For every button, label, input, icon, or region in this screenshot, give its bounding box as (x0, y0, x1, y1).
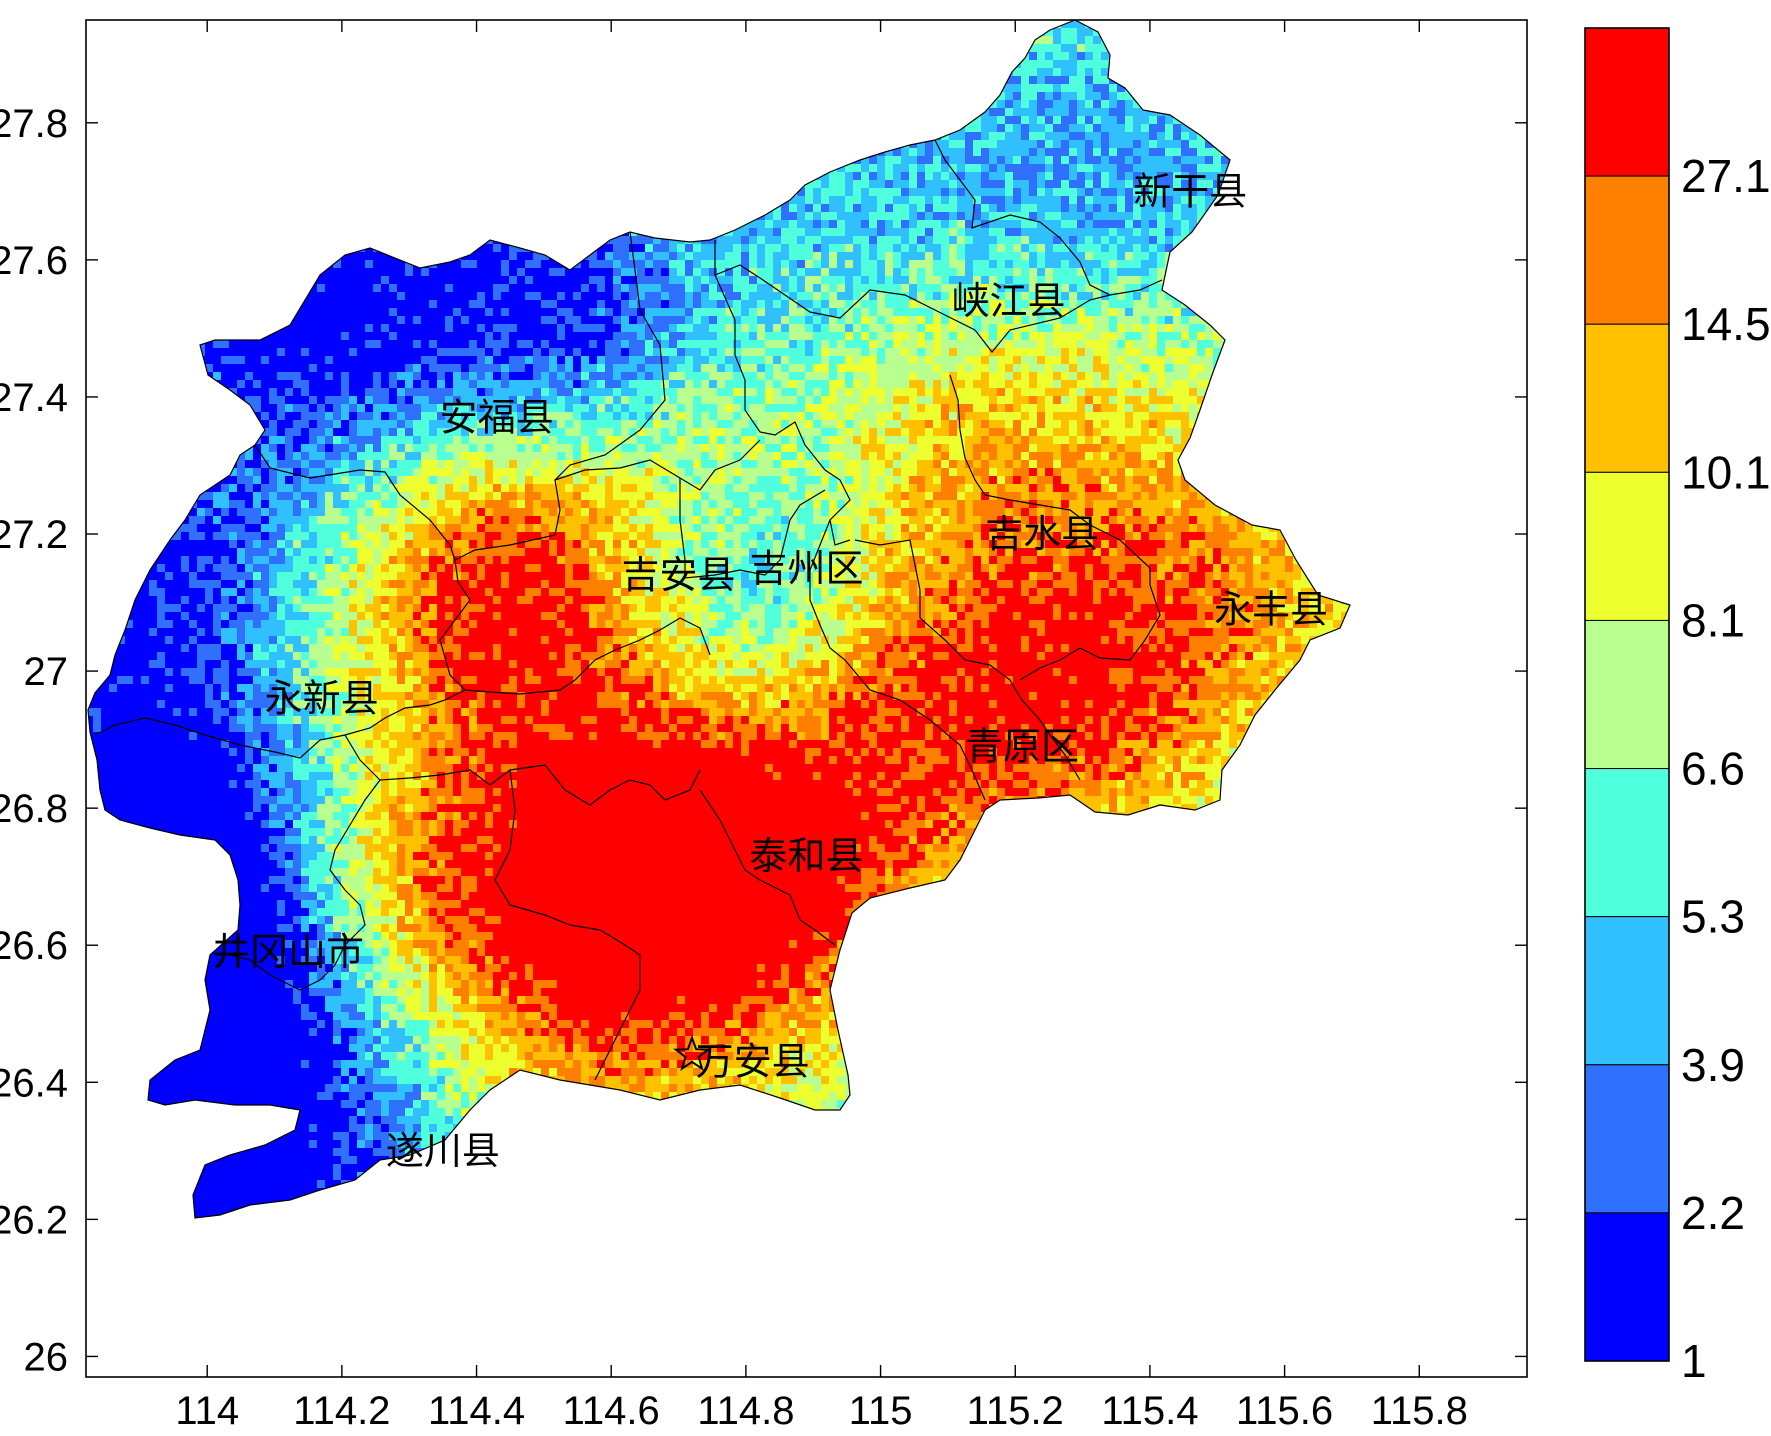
colorbar-segment (1584, 323, 1670, 473)
county-boundary-line (679, 478, 826, 579)
x-tick-label: 115.8 (1371, 1389, 1468, 1433)
county-boundary-line (714, 274, 851, 546)
colorbar-label: 14.5 (1681, 298, 1771, 350)
county-boundary-line (809, 519, 986, 801)
y-tick-label: 26 (24, 1335, 69, 1379)
colorbar-segment (1584, 27, 1670, 177)
star-shape (673, 1034, 711, 1071)
colorbar-label: 3.9 (1681, 1039, 1745, 1091)
y-tick-label: 27.2 (0, 513, 68, 557)
county-boundary-line (699, 789, 836, 946)
y-tick-label: 26.8 (0, 787, 68, 831)
county-boundary-line (854, 539, 1081, 781)
colorbar-segment (1584, 1212, 1670, 1362)
colorbar: 27.1 14.5 10.1 8.1 6.6 5.3 3.9 2.2 1 (1584, 27, 1771, 1387)
county-label: 井冈山市 (212, 930, 364, 974)
x-tick-label: 114.8 (697, 1389, 794, 1433)
county-boundary-line (254, 444, 711, 695)
colorbar-segment (1584, 471, 1670, 621)
star-marker-icon (673, 1034, 711, 1071)
county-label: 新干县 (1133, 169, 1247, 213)
region-outline (87, 19, 1351, 1219)
county-label: 永丰县 (1214, 587, 1328, 631)
y-tick-label: 27.4 (0, 376, 68, 420)
x-tick-label: 114 (175, 1389, 239, 1433)
county-label: 吉州区 (749, 546, 863, 590)
county-label: 安福县 (440, 396, 554, 440)
colorbar-label: 5.3 (1681, 891, 1745, 943)
colorbar-label: 8.1 (1681, 594, 1745, 646)
y-axis: 27.8 27.6 27.4 27.2 27 26.8 26.6 26.4 26.2 26 (0, 102, 1527, 1379)
colorbar-frame (1584, 27, 1670, 1362)
x-tick-label: 114.6 (563, 1389, 660, 1433)
county-boundary-line (454, 231, 666, 561)
county-label: 吉安县 (622, 553, 736, 597)
county-boundary-line (494, 769, 641, 1081)
county-boundary-line (379, 764, 701, 806)
county-boundary-line (949, 374, 1161, 681)
map-frame (85, 19, 1528, 1378)
colorbar-segment (1584, 1064, 1670, 1214)
y-tick-label: 26.2 (0, 1198, 68, 1242)
x-tick-label: 115.4 (1101, 1389, 1198, 1433)
y-tick-label: 27.8 (0, 102, 68, 146)
county-boundary-line (94, 689, 466, 759)
x-axis: 114 114.2 114.4 114.6 114.8 115 115.2 115.4 115.… (175, 20, 1468, 1433)
y-tick-label: 27.6 (0, 239, 68, 283)
county-label: 万安县 (696, 1040, 810, 1084)
county-boundary-line (714, 240, 1111, 353)
colorbar-segment (1584, 768, 1670, 918)
x-tick-label: 115 (849, 1389, 913, 1433)
county-label: 青原区 (965, 724, 1079, 768)
colorbar-label: 10.1 (1681, 446, 1771, 498)
colorbar-label: 1 (1681, 1335, 1707, 1387)
county-label: 峡江县 (952, 279, 1066, 323)
county-boundary-line (229, 734, 381, 991)
colorbar-segment (1584, 916, 1670, 1066)
county-label: 永新县 (265, 677, 379, 721)
y-tick-label: 26.4 (0, 1061, 68, 1105)
colorbar-segment (1584, 619, 1670, 770)
x-tick-label: 115.2 (967, 1389, 1064, 1433)
x-tick-label: 114.4 (428, 1389, 525, 1433)
colorbar-segment (1584, 175, 1670, 325)
y-tick-label: 26.6 (0, 924, 68, 968)
x-tick-label: 115.6 (1236, 1389, 1333, 1433)
county-boundaries (94, 139, 1163, 1081)
county-label: 遂川县 (386, 1129, 500, 1173)
county-label: 泰和县 (749, 834, 863, 878)
x-tick-label: 114.2 (293, 1389, 390, 1433)
county-label: 吉水县 (985, 512, 1099, 556)
colorbar-label: 2.2 (1681, 1187, 1745, 1239)
colorbar-label: 6.6 (1681, 743, 1745, 795)
y-tick-label: 27 (24, 650, 69, 694)
colorbar-label: 27.1 (1681, 150, 1771, 202)
